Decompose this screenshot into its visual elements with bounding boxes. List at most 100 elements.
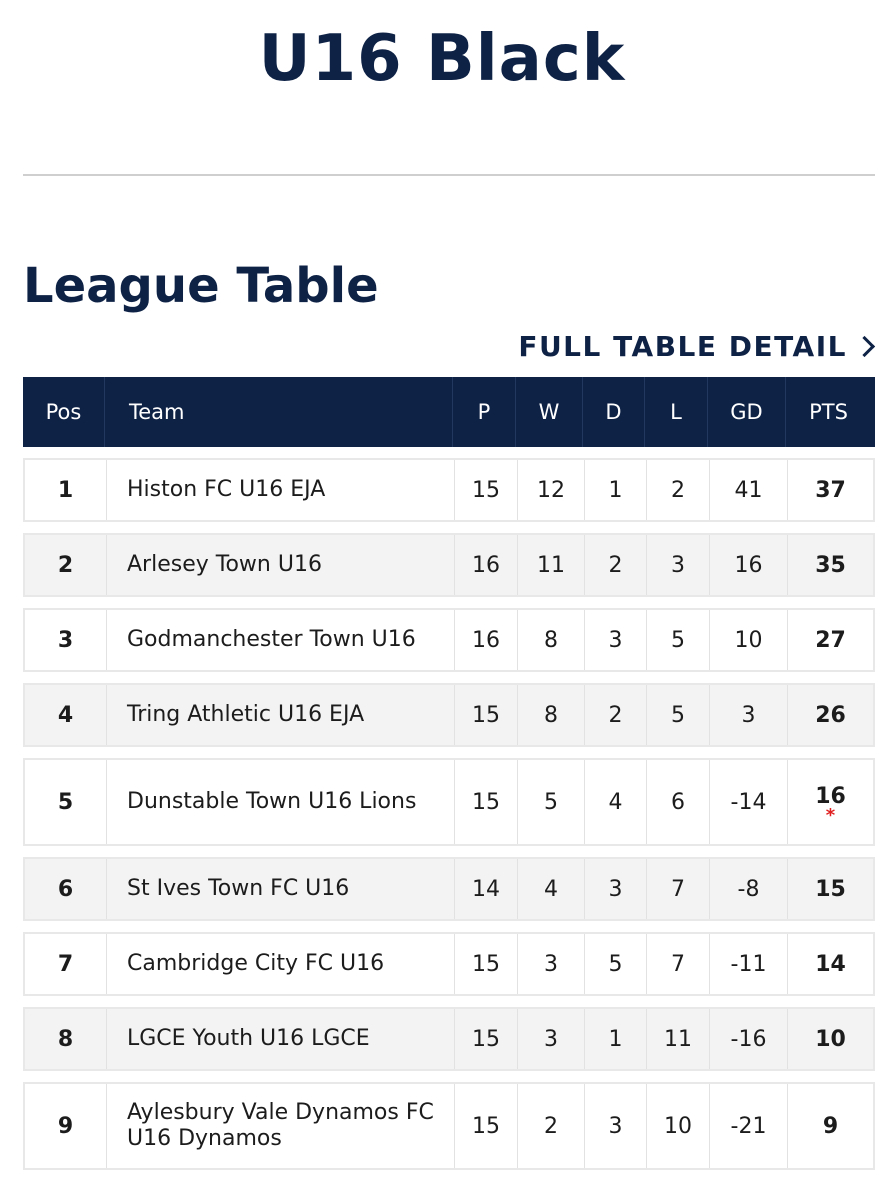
cell-won: 5 xyxy=(518,760,585,844)
cell-lost: 2 xyxy=(647,460,710,520)
points-value: 35 xyxy=(815,552,846,578)
league-table: Pos Team P W D L GD PTS 1 Histon FC U16 E… xyxy=(23,377,875,1170)
full-table-detail-link[interactable]: FULL TABLE DETAIL xyxy=(518,330,876,363)
cell-played: 15 xyxy=(455,934,518,994)
points-value: 37 xyxy=(815,477,846,503)
header-played: P xyxy=(453,377,516,447)
page-title: U16 Black xyxy=(258,22,626,96)
cell-lost: 3 xyxy=(647,535,710,595)
cell-pos: 1 xyxy=(25,460,107,520)
header-pos: Pos xyxy=(23,377,105,447)
cell-goal-difference: -21 xyxy=(710,1084,788,1168)
points-value: 27 xyxy=(815,627,846,653)
divider xyxy=(23,174,875,176)
cell-pos: 4 xyxy=(25,685,107,745)
cell-lost: 5 xyxy=(647,610,710,670)
points-value: 16 xyxy=(815,783,846,809)
header-points: PTS xyxy=(809,400,848,424)
cell-goal-difference: 16 xyxy=(710,535,788,595)
cell-points: 10 xyxy=(788,1009,873,1069)
header-lost: L xyxy=(645,377,708,447)
table-row[interactable]: 2 Arlesey Town U16 16 11 2 3 16 35 xyxy=(23,533,875,597)
cell-goal-difference: 10 xyxy=(710,610,788,670)
cell-won: 8 xyxy=(518,685,585,745)
cell-pos: 5 xyxy=(25,760,107,844)
cell-points: 15 xyxy=(788,859,873,919)
cell-points: 27 xyxy=(788,610,873,670)
cell-played: 15 xyxy=(455,460,518,520)
cell-pos: 2 xyxy=(25,535,107,595)
table-row[interactable]: 7 Cambridge City FC U16 15 3 5 7 -11 14 xyxy=(23,932,875,996)
cell-lost: 5 xyxy=(647,685,710,745)
table-row[interactable]: 8 LGCE Youth U16 LGCE 15 3 1 11 -16 10 xyxy=(23,1007,875,1071)
cell-team: Histon FC U16 EJA xyxy=(107,460,455,520)
cell-lost: 10 xyxy=(647,1084,710,1168)
table-row[interactable]: 3 Godmanchester Town U16 16 8 3 5 10 27 xyxy=(23,608,875,672)
cell-points: 14 xyxy=(788,934,873,994)
cell-team: Dunstable Town U16 Lions xyxy=(107,760,455,844)
header-won: W xyxy=(516,377,583,447)
cell-goal-difference: -11 xyxy=(710,934,788,994)
points-note-asterisk: * xyxy=(825,804,836,826)
cell-team: Cambridge City FC U16 xyxy=(107,934,455,994)
cell-pos: 7 xyxy=(25,934,107,994)
cell-pos: 6 xyxy=(25,859,107,919)
cell-played: 15 xyxy=(455,1009,518,1069)
cell-points: 16 * xyxy=(788,760,873,844)
cell-won: 12 xyxy=(518,460,585,520)
points-value: 14 xyxy=(815,951,846,977)
cell-drawn: 2 xyxy=(585,535,647,595)
cell-drawn: 1 xyxy=(585,460,647,520)
cell-drawn: 4 xyxy=(585,760,647,844)
cell-drawn: 3 xyxy=(585,859,647,919)
cell-drawn: 2 xyxy=(585,685,647,745)
cell-played: 15 xyxy=(455,1084,518,1168)
header-goal-difference: GD xyxy=(708,377,786,447)
table-header: Pos Team P W D L GD PTS xyxy=(23,377,875,447)
cell-played: 14 xyxy=(455,859,518,919)
cell-played: 16 xyxy=(455,535,518,595)
cell-played: 15 xyxy=(455,685,518,745)
table-row[interactable]: 9 Aylesbury Vale Dynamos FC U16 Dynamos 15… xyxy=(23,1082,875,1170)
cell-drawn: 3 xyxy=(585,1084,647,1168)
table-row[interactable]: 4 Tring Athletic U16 EJA 15 8 2 5 3 26 xyxy=(23,683,875,747)
points-value: 9 xyxy=(822,1113,839,1139)
points-value: 10 xyxy=(815,1026,846,1052)
table-row[interactable]: 1 Histon FC U16 EJA 15 12 1 2 41 37 xyxy=(23,458,875,522)
cell-won: 3 xyxy=(518,934,585,994)
cell-won: 3 xyxy=(518,1009,585,1069)
cell-drawn: 5 xyxy=(585,934,647,994)
cell-drawn: 3 xyxy=(585,610,647,670)
cell-points: 26 xyxy=(788,685,873,745)
cell-goal-difference: -16 xyxy=(710,1009,788,1069)
cell-pos: 3 xyxy=(25,610,107,670)
cell-points: 9 xyxy=(788,1084,873,1168)
cell-goal-difference: -8 xyxy=(710,859,788,919)
table-row[interactable]: 5 Dunstable Town U16 Lions 15 5 4 6 -14 16 * xyxy=(23,758,875,846)
cell-drawn: 1 xyxy=(585,1009,647,1069)
cell-points: 37 xyxy=(788,460,873,520)
cell-team: Aylesbury Vale Dynamos FC U16 Dynamos xyxy=(107,1084,455,1168)
points-value: 26 xyxy=(815,702,846,728)
cell-goal-difference: -14 xyxy=(710,760,788,844)
cell-pos: 9 xyxy=(25,1084,107,1168)
cell-played: 16 xyxy=(455,610,518,670)
cell-goal-difference: 3 xyxy=(710,685,788,745)
header-drawn: D xyxy=(583,377,645,447)
cell-won: 2 xyxy=(518,1084,585,1168)
cell-team: LGCE Youth U16 LGCE xyxy=(107,1009,455,1069)
cell-lost: 11 xyxy=(647,1009,710,1069)
chevron-right-icon xyxy=(853,335,876,358)
cell-goal-difference: 41 xyxy=(710,460,788,520)
cell-played: 15 xyxy=(455,760,518,844)
full-table-detail-label: FULL TABLE DETAIL xyxy=(518,330,847,363)
cell-team: Arlesey Town U16 xyxy=(107,535,455,595)
table-row[interactable]: 6 St Ives Town FC U16 14 4 3 7 -8 15 xyxy=(23,857,875,921)
cell-team: Godmanchester Town U16 xyxy=(107,610,455,670)
cell-team: St Ives Town FC U16 xyxy=(107,859,455,919)
cell-won: 11 xyxy=(518,535,585,595)
cell-team: Tring Athletic U16 EJA xyxy=(107,685,455,745)
cell-won: 4 xyxy=(518,859,585,919)
header-team: Team xyxy=(105,377,453,447)
cell-lost: 6 xyxy=(647,760,710,844)
